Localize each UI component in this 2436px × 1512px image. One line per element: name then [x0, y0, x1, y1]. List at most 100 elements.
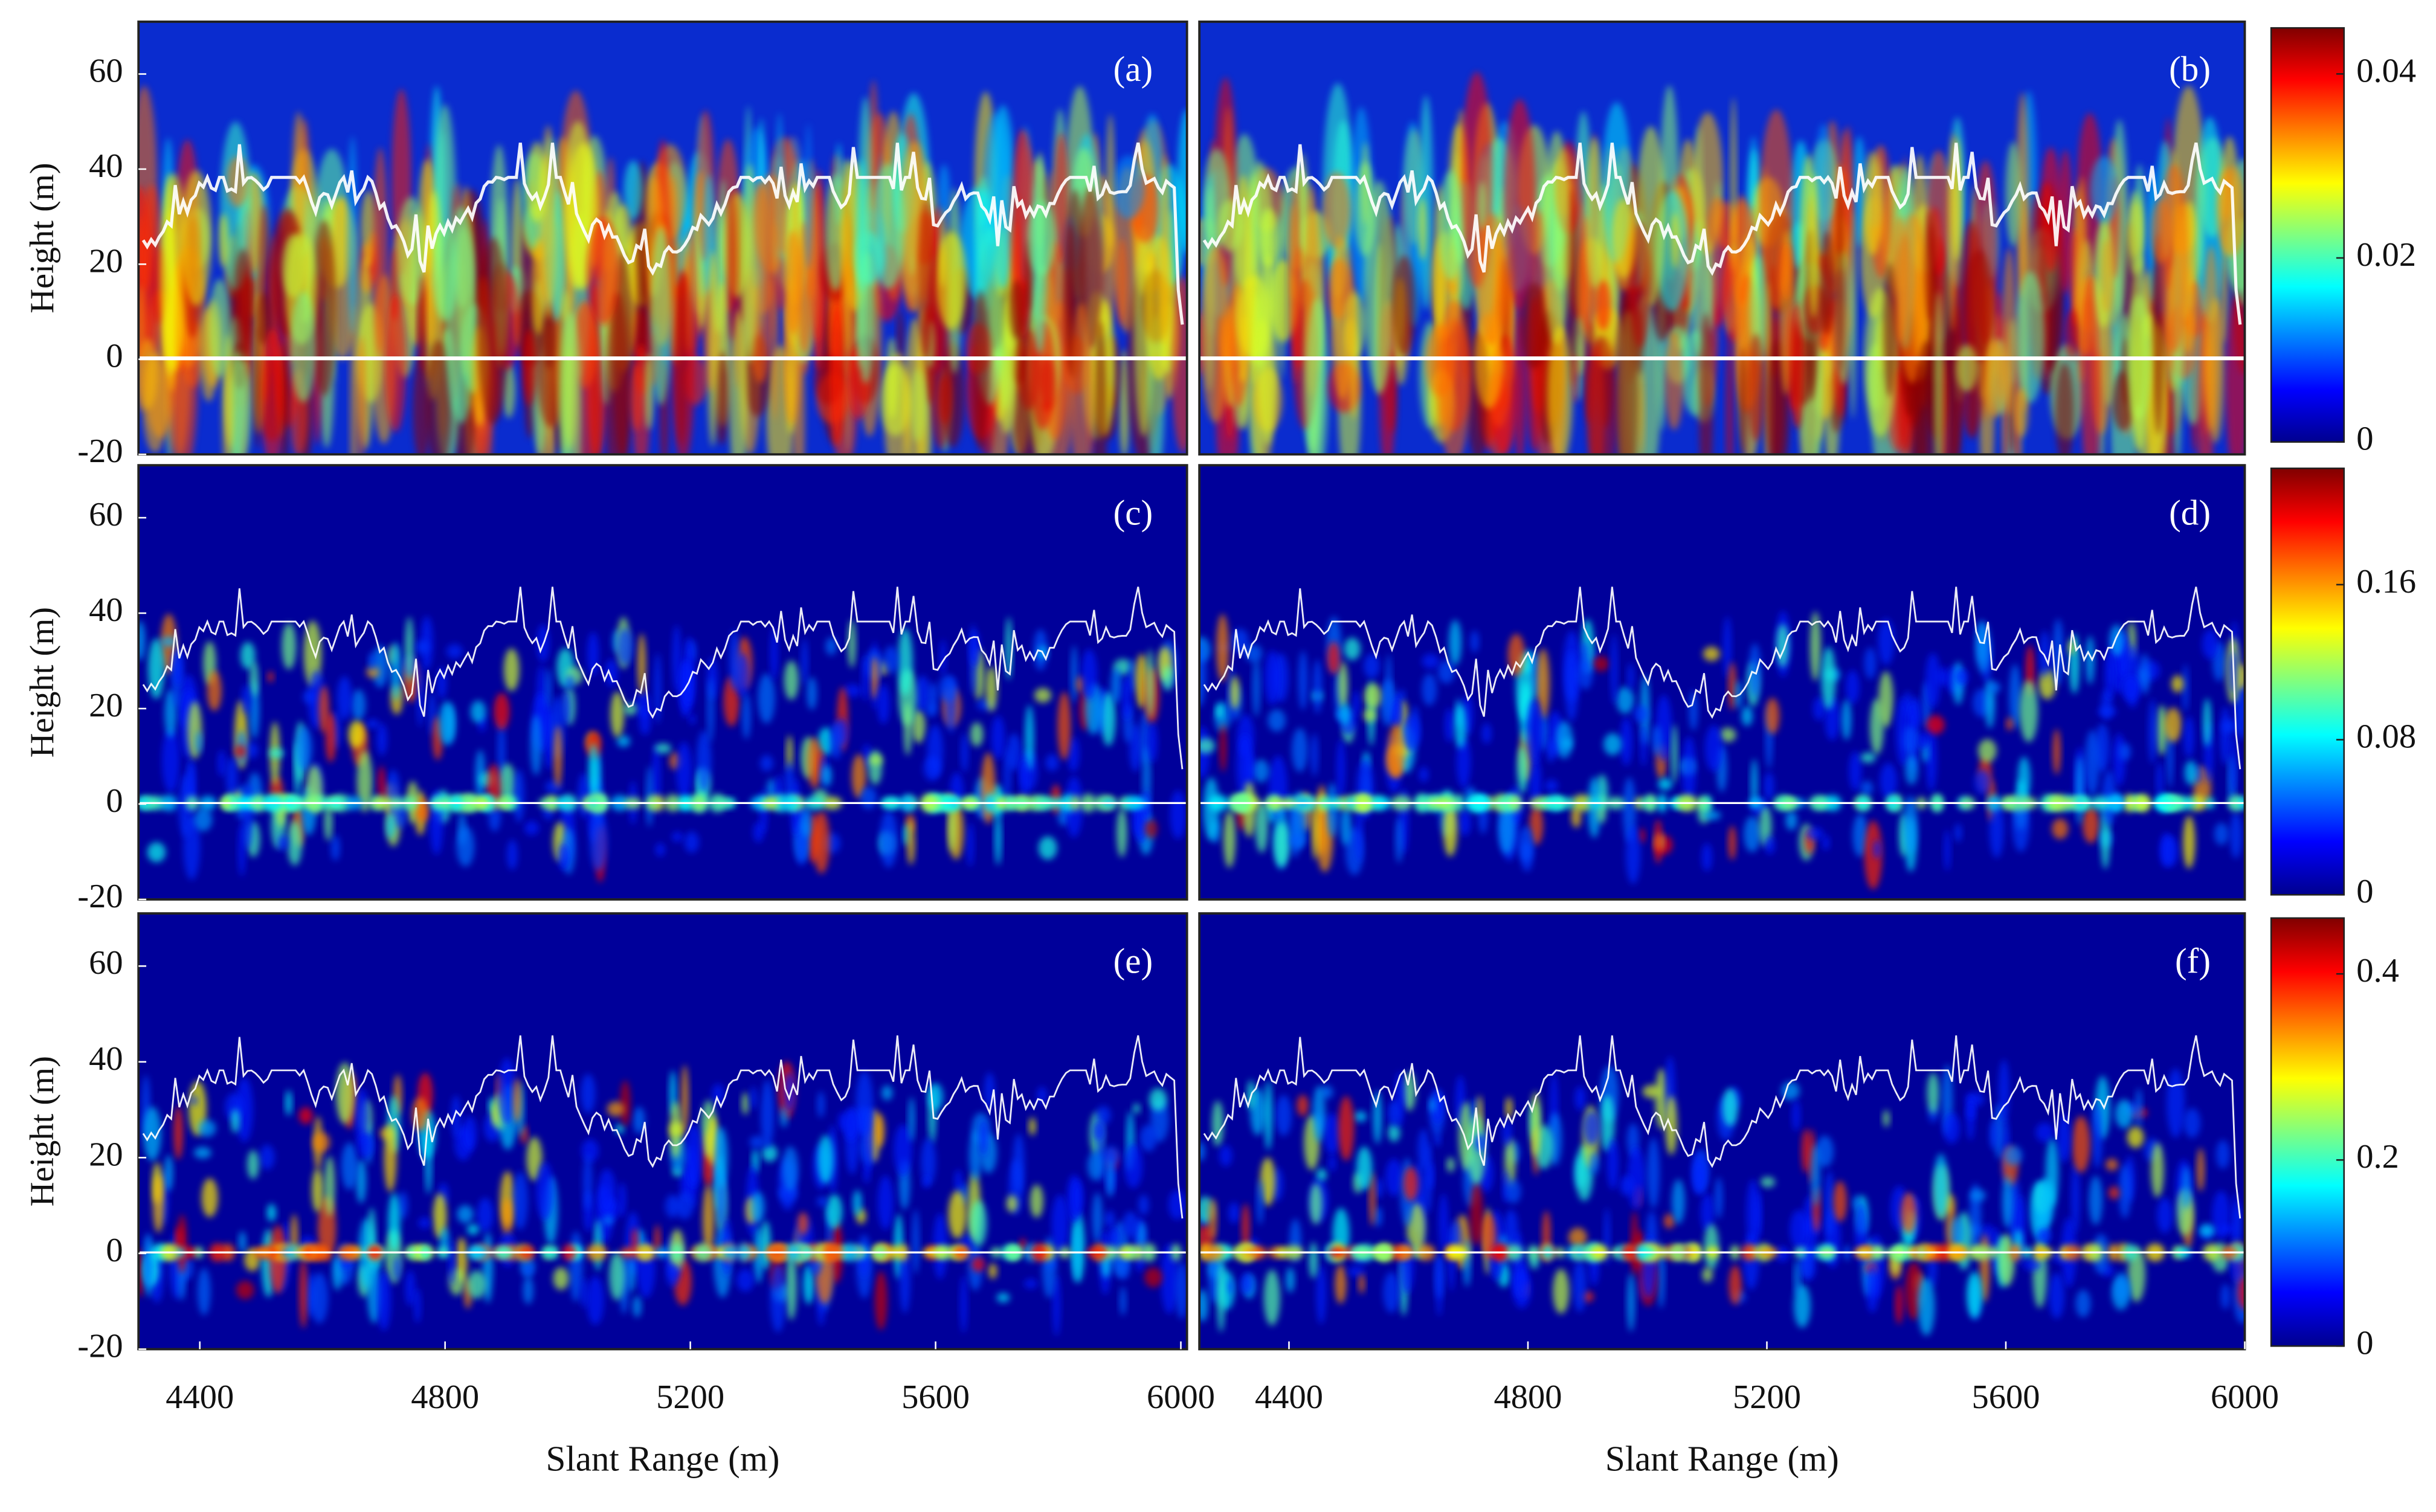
texture [1446, 1157, 1455, 1173]
texture [249, 680, 260, 739]
texture [1101, 692, 1116, 747]
heatmap [1199, 21, 2245, 455]
texture [1805, 827, 1824, 840]
texture [332, 1256, 343, 1290]
texture [1071, 645, 1078, 703]
heatmap [1199, 465, 2245, 899]
texture [1364, 180, 1395, 393]
texture [588, 743, 599, 798]
texture [2184, 760, 2197, 785]
texture [1144, 1267, 1162, 1288]
texture [1104, 1211, 1115, 1228]
texture [1794, 1259, 1801, 1296]
texture [1665, 1096, 1678, 1156]
texture [1619, 1175, 1634, 1196]
panel-label: (a) [1113, 49, 1153, 89]
texture [2076, 756, 2083, 825]
texture [1616, 686, 1634, 714]
texture [2203, 698, 2212, 747]
texture [426, 340, 452, 455]
texture [762, 1145, 778, 1162]
texture [1217, 1262, 1225, 1333]
texture [1322, 172, 1352, 249]
texture [1392, 256, 1416, 356]
texture [1723, 616, 1732, 679]
texture [2157, 1197, 2173, 1234]
texture [1584, 1111, 1600, 1145]
texture [817, 1091, 825, 1118]
texture [1821, 646, 1836, 710]
colorbar: 0 0.2 0.4 [2270, 917, 2399, 1362]
texture [1555, 721, 1573, 759]
texture [376, 1270, 392, 1331]
texture [348, 720, 365, 748]
texture [2006, 717, 2014, 731]
texture [1327, 642, 1340, 675]
texture [1363, 707, 1377, 722]
y-axis-label: Height (m) [24, 162, 61, 313]
texture [1088, 1151, 1104, 1181]
texture [1954, 823, 1962, 843]
texture [236, 1076, 253, 1142]
texture [2109, 1186, 2120, 1200]
texture [971, 290, 990, 450]
texture [927, 724, 944, 777]
texture [2109, 624, 2124, 657]
texture [1445, 707, 1454, 742]
texture [1263, 1269, 1280, 1326]
texture [1338, 1096, 1355, 1161]
texture [1463, 1238, 1471, 1287]
texture [758, 673, 775, 724]
texture [801, 638, 808, 686]
texture [831, 304, 843, 448]
texture [2106, 1158, 2118, 1171]
texture [922, 1176, 930, 1188]
texture [1698, 313, 1713, 455]
texture [954, 1169, 962, 1192]
texture [1387, 724, 1405, 778]
texture [2052, 819, 2069, 840]
texture [970, 1200, 987, 1247]
texture [1498, 803, 1515, 854]
texture [1383, 1272, 1400, 1313]
texture [618, 1182, 627, 1218]
texture [970, 722, 984, 747]
texture [830, 722, 843, 759]
texture [675, 1192, 694, 1220]
texture [267, 671, 274, 683]
texture [1816, 1136, 1834, 1168]
texture [1373, 1206, 1382, 1227]
texture [1593, 655, 1610, 672]
texture [1620, 717, 1633, 766]
texture [1310, 733, 1318, 776]
texture [173, 1105, 184, 1160]
texture [843, 1108, 859, 1142]
panel-label: (e) [1113, 941, 1153, 980]
texture [643, 353, 654, 430]
texture [1849, 210, 1857, 419]
texture [2156, 705, 2168, 756]
texture [1286, 1267, 1295, 1293]
texture [1573, 1259, 1587, 1313]
texture [1312, 797, 1319, 860]
texture [1748, 643, 1761, 697]
texture [1170, 790, 1187, 840]
texture [1395, 817, 1403, 863]
texture [760, 1220, 771, 1270]
texture [2092, 1103, 2102, 1169]
y-axis-label: Height (m) [24, 607, 61, 758]
y-tick-label: 20 [89, 687, 123, 724]
texture [2002, 247, 2017, 416]
texture [707, 251, 718, 447]
texture [2167, 728, 2174, 788]
texture [816, 1196, 828, 1207]
texture [553, 725, 562, 788]
texture [366, 666, 379, 678]
texture [2114, 1272, 2129, 1302]
texture [2128, 1246, 2145, 1302]
texture [684, 831, 700, 853]
texture [1603, 733, 1622, 756]
texture [1129, 724, 1142, 772]
texture [268, 748, 285, 759]
texture [357, 336, 366, 455]
